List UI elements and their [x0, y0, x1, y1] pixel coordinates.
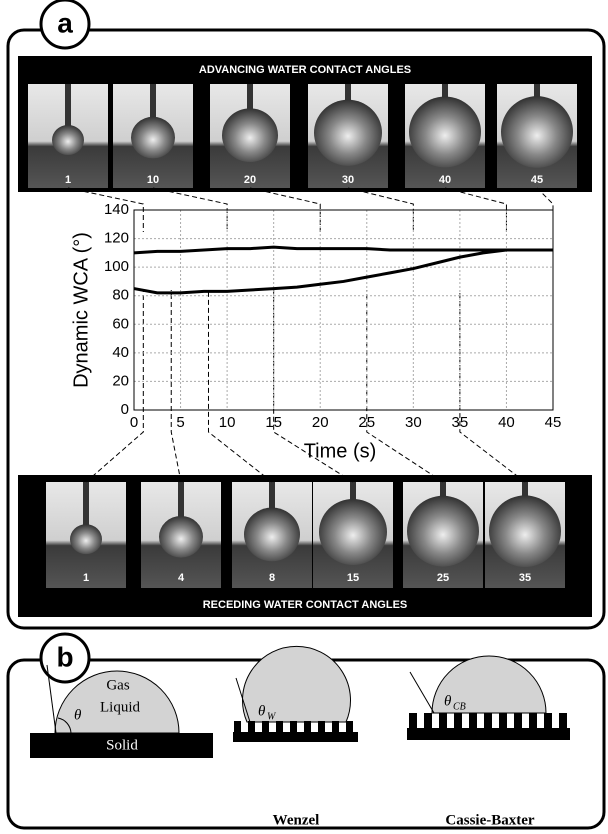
y-tick-label: 120: [104, 230, 129, 247]
y-tick-label: 60: [112, 315, 129, 332]
y-tick-label: 40: [112, 344, 129, 361]
frame-number: 25: [437, 572, 449, 584]
theta-label: θ: [74, 707, 82, 723]
y-tick-label: 80: [112, 287, 129, 304]
drop: [52, 125, 84, 155]
frame-number: 1: [65, 174, 71, 186]
y-tick-label: 0: [121, 401, 129, 418]
connector: [171, 290, 181, 482]
connector: [208, 290, 272, 482]
frame-number: 8: [269, 572, 275, 584]
connector: [367, 290, 443, 482]
x-tick-label: 35: [452, 414, 469, 431]
receding-title: RECEDING WATER CONTACT ANGLES: [203, 599, 408, 611]
x-tick-label: 0: [130, 414, 138, 431]
drop: [159, 516, 203, 558]
drop: [314, 100, 382, 166]
drop: [244, 508, 300, 562]
y-tick-label: 20: [112, 372, 129, 389]
frame-number: 4: [178, 572, 185, 584]
solid-label: Solid: [106, 737, 138, 753]
frame-number: 1: [83, 572, 89, 584]
y-axis-label: Dynamic WCA (°): [70, 232, 92, 388]
theta-cb: θ: [444, 693, 452, 709]
x-tick-label: 40: [498, 414, 515, 431]
drop: [70, 524, 102, 554]
drop: [407, 496, 479, 567]
needle: [83, 482, 89, 530]
x-tick-label: 20: [312, 414, 329, 431]
y-tick-label: 140: [104, 201, 129, 218]
y-tick-label: 100: [104, 258, 129, 275]
needle: [65, 84, 71, 131]
frame-number: 15: [347, 572, 359, 584]
connector: [460, 290, 525, 482]
plot-frame: [134, 210, 553, 410]
x-tick-label: 25: [358, 414, 375, 431]
drop: [489, 495, 561, 567]
wenzel-label: Wenzel: [273, 812, 320, 828]
x-tick-label: 45: [545, 414, 562, 431]
liquid-label: Liquid: [100, 699, 140, 715]
frame-number: 35: [519, 572, 531, 584]
drop: [409, 97, 481, 168]
cassie-label: Cassie-Baxter: [445, 812, 534, 828]
panel-label: a: [57, 7, 73, 38]
frame-number: 30: [342, 174, 354, 186]
cassie-diagram: [407, 656, 570, 740]
figure: a ADVANCING WATER CONTACT ANGLES RECEDIN…: [0, 0, 608, 834]
drop: [501, 96, 573, 168]
x-tick-label: 5: [176, 414, 184, 431]
plot: 0 20 40 60 80 100 120 140 0 5 10 15 20 25 30 35 40 45: [68, 188, 561, 482]
advancing-title: ADVANCING WATER CONTACT ANGLES: [199, 64, 411, 76]
frame-number: 45: [531, 174, 543, 186]
x-tick-label: 15: [265, 414, 282, 431]
panel-label: b: [56, 641, 73, 672]
drop: [222, 108, 278, 162]
frame-number: 10: [147, 174, 159, 186]
x-tick-label: 10: [219, 414, 236, 431]
theta-cb-sub: CB: [453, 701, 466, 712]
x-tick-label: 30: [405, 414, 422, 431]
theta-w: θ: [258, 703, 266, 719]
drop: [319, 499, 387, 565]
frame-number: 20: [244, 174, 256, 186]
gas-label: Gas: [106, 677, 129, 693]
frame-number: 40: [439, 174, 451, 186]
series-line: [134, 250, 553, 293]
drop: [131, 117, 175, 159]
x-axis-label: Time (s): [304, 440, 377, 462]
